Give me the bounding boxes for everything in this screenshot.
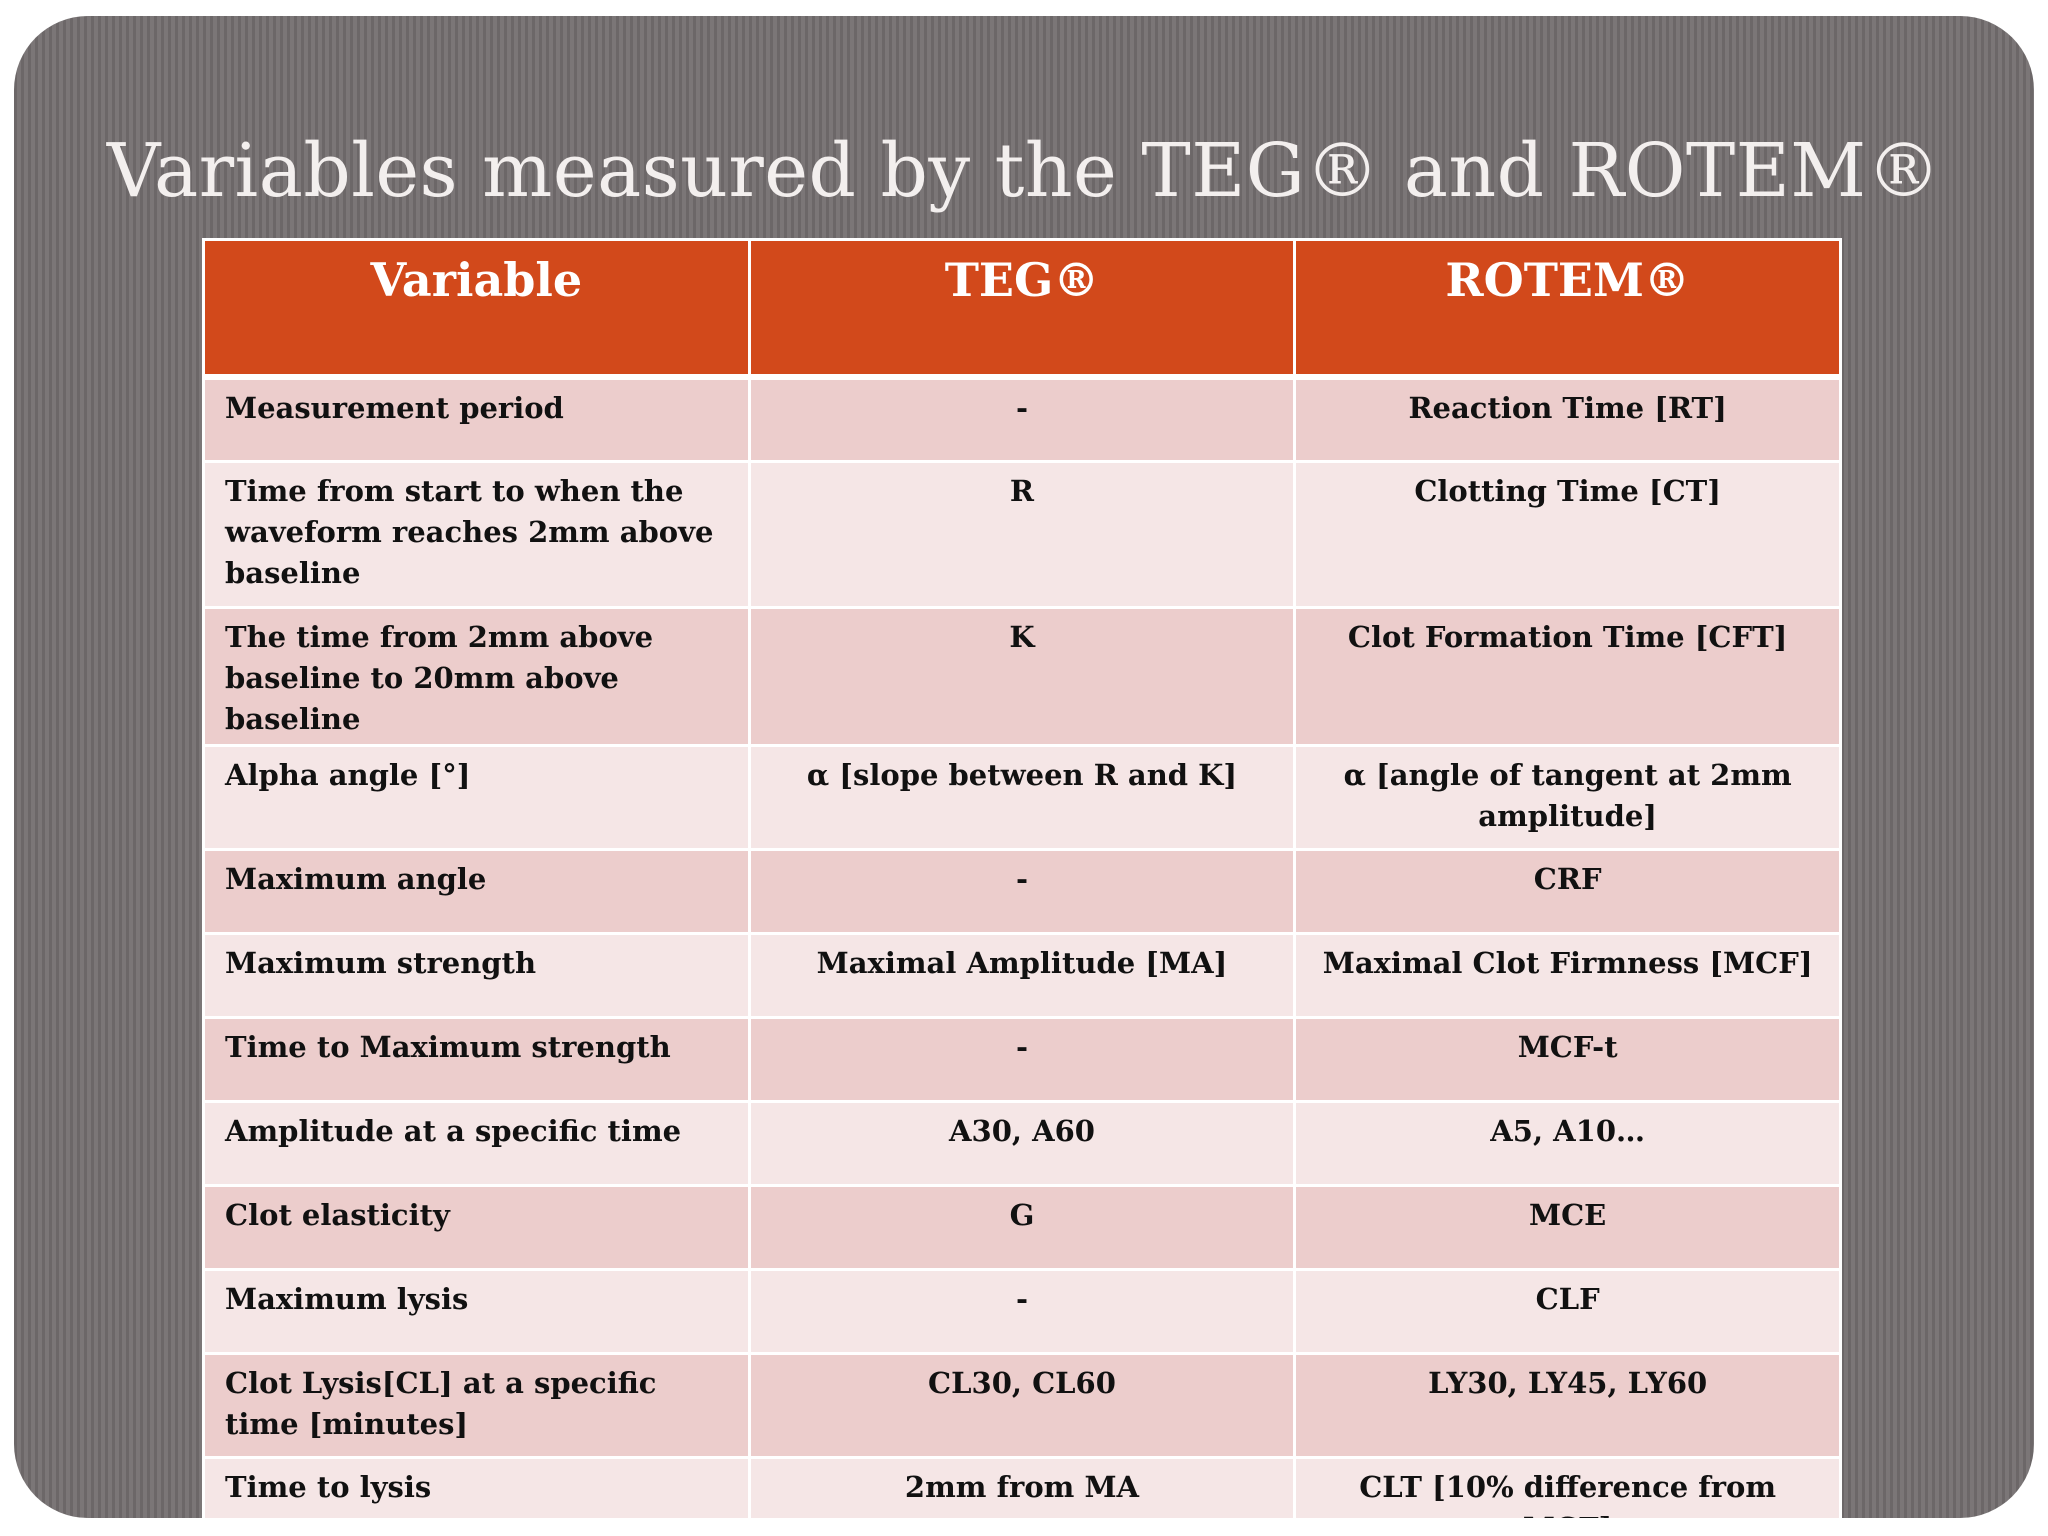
table-row: Maximum angle - CRF [202, 847, 1842, 935]
cell-variable: Maximum lysis [202, 1267, 751, 1355]
header-variable: Variable [202, 238, 751, 380]
table-row: Maximum lysis - CLF [202, 1267, 1842, 1355]
table-row: Amplitude at a specific time A30, A60 A5… [202, 1099, 1842, 1187]
table-header-row: Variable TEG® ROTEM® [202, 238, 1842, 380]
slide-title: Variables measured by the TEG® and ROTEM… [106, 128, 1942, 214]
cell-teg: K [747, 605, 1297, 747]
cell-teg: R [747, 459, 1297, 609]
cell-rotem: Clot Formation Time [CFT] [1293, 605, 1842, 747]
cell-variable: The time from 2mm above baseline to 20mm… [202, 605, 751, 747]
cell-rotem: CLT [10% difference from MCF] [1293, 1455, 1842, 1518]
cell-variable: Amplitude at a specific time [202, 1099, 751, 1187]
table-row: Clot Lysis[CL] at a specific time [minut… [202, 1351, 1842, 1459]
cell-teg: G [747, 1183, 1297, 1271]
table-row: Clot elasticity G MCE [202, 1183, 1842, 1271]
cell-variable: Clot elasticity [202, 1183, 751, 1271]
cell-rotem: MCF-t [1293, 1015, 1842, 1103]
cell-teg: A30, A60 [747, 1099, 1297, 1187]
comparison-table-container: Variable TEG® ROTEM® Measurement period … [202, 238, 1842, 1518]
header-rotem: ROTEM® [1293, 238, 1842, 380]
table-row: Time from start to when the waveform rea… [202, 459, 1842, 609]
comparison-table: Variable TEG® ROTEM® Measurement period … [202, 238, 1842, 1518]
cell-rotem: CLF [1293, 1267, 1842, 1355]
cell-teg: - [747, 847, 1297, 935]
cell-rotem: Maximal Clot Firmness [MCF] [1293, 931, 1842, 1019]
table-row: The time from 2mm above baseline to 20mm… [202, 605, 1842, 747]
cell-rotem: Reaction Time [RT] [1293, 375, 1842, 463]
cell-variable: Maximum strength [202, 931, 751, 1019]
table-row: Alpha angle [°] α [slope between R and K… [202, 743, 1842, 851]
cell-teg: α [slope between R and K] [747, 743, 1297, 851]
cell-rotem: LY30, LY45, LY60 [1293, 1351, 1842, 1459]
cell-variable: Time to lysis [202, 1455, 751, 1518]
cell-rotem: Clotting Time [CT] [1293, 459, 1842, 609]
cell-teg: - [747, 375, 1297, 463]
cell-teg: Maximal Amplitude [MA] [747, 931, 1297, 1019]
cell-rotem: A5, A10… [1293, 1099, 1842, 1187]
cell-variable: Alpha angle [°] [202, 743, 751, 851]
table-row: Measurement period - Reaction Time [RT] [202, 375, 1842, 463]
table-row: Maximum strength Maximal Amplitude [MA] … [202, 931, 1842, 1019]
cell-teg: 2mm from MA [747, 1455, 1297, 1518]
cell-variable: Clot Lysis[CL] at a specific time [minut… [202, 1351, 751, 1459]
table-row: Time to lysis 2mm from MA CLT [10% diffe… [202, 1455, 1842, 1518]
cell-rotem: CRF [1293, 847, 1842, 935]
cell-variable: Time to Maximum strength [202, 1015, 751, 1103]
table-row: Time to Maximum strength - MCF-t [202, 1015, 1842, 1103]
cell-variable: Maximum angle [202, 847, 751, 935]
header-teg: TEG® [747, 238, 1297, 380]
cell-rotem: α [angle of tangent at 2mm amplitude] [1293, 743, 1842, 851]
cell-rotem: MCE [1293, 1183, 1842, 1271]
cell-variable: Time from start to when the waveform rea… [202, 459, 751, 609]
cell-teg: - [747, 1015, 1297, 1103]
cell-teg: CL30, CL60 [747, 1351, 1297, 1459]
slide: Variables measured by the TEG® and ROTEM… [14, 16, 2034, 1518]
cell-teg: - [747, 1267, 1297, 1355]
cell-variable: Measurement period [202, 375, 751, 463]
